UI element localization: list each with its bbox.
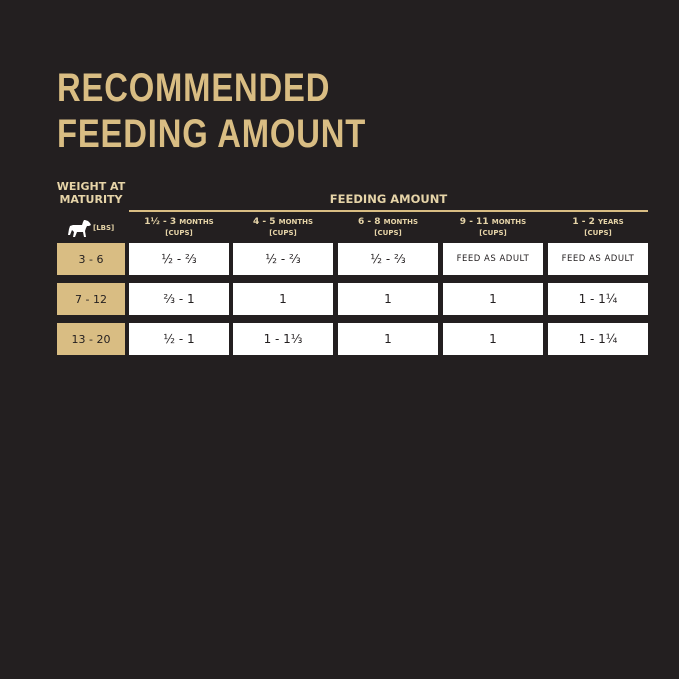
age-unit: MONTHS — [383, 218, 419, 226]
age-range: 1½ - 3 — [144, 217, 177, 227]
feeding-amount-header: FEEDING AMOUNT — [329, 192, 448, 206]
cups-unit: [CUPS] — [269, 229, 297, 237]
weight-unit: [LBS] — [93, 224, 115, 232]
feeding-cell: 1 — [338, 323, 438, 355]
weight-cell: 3 - 6 — [57, 243, 125, 275]
feeding-cell: 1 - 1¼ — [548, 323, 648, 355]
divider — [129, 210, 648, 212]
weight-cell: 7 - 12 — [57, 283, 125, 315]
feeding-cell: FEED AS ADULT — [443, 243, 543, 275]
column-header: 4 - 5 MONTHS [CUPS] — [233, 217, 333, 239]
age-unit: MONTHS — [278, 218, 314, 226]
feeding-cell: ½ - ⅔ — [338, 243, 438, 275]
column-header: 6 - 8 MONTHS [CUPS] — [338, 217, 438, 239]
cups-unit: [CUPS] — [165, 229, 193, 237]
age-range: 6 - 8 — [357, 217, 381, 227]
age-unit: MONTHS — [491, 218, 527, 226]
feeding-cell: ½ - ⅔ — [233, 243, 333, 275]
feeding-cell: 1 - 1⅓ — [233, 323, 333, 355]
cups-unit: [CUPS] — [584, 229, 612, 237]
weight-cell: 13 - 20 — [57, 323, 125, 355]
feeding-cell: 1 — [338, 283, 438, 315]
feeding-cell: FEED AS ADULT — [548, 243, 648, 275]
title-line-1: RECOMMENDED — [57, 66, 331, 110]
feeding-cell: ½ - 1 — [129, 323, 229, 355]
dog-icon — [68, 220, 91, 237]
column-header: 1 - 2 YEARS [CUPS] — [548, 217, 648, 239]
column-header: 9 - 11 MONTHS [CUPS] — [443, 217, 543, 239]
weight-header: WEIGHT AT MATURITY — [52, 180, 130, 206]
feeding-cell: 1 — [233, 283, 333, 315]
cups-unit: [CUPS] — [374, 229, 402, 237]
title-line-2: FEEDING AMOUNT — [57, 112, 367, 156]
age-unit: YEARS — [597, 218, 624, 226]
feeding-cell: 1 — [443, 323, 543, 355]
age-range: 4 - 5 — [252, 217, 276, 227]
cups-unit: [CUPS] — [479, 229, 507, 237]
feeding-cell: ½ - ⅔ — [129, 243, 229, 275]
column-header: 1½ - 3 MONTHS [CUPS] — [129, 217, 229, 239]
age-range: 9 - 11 — [459, 217, 489, 227]
age-unit: MONTHS — [179, 218, 214, 226]
weight-header-line: MATURITY — [59, 193, 123, 206]
weight-header-line: WEIGHT AT — [56, 180, 126, 193]
age-range: 1 - 2 — [572, 217, 595, 227]
feeding-cell: 1 - 1¼ — [548, 283, 648, 315]
feeding-cell: 1 — [443, 283, 543, 315]
feeding-cell: ⅔ - 1 — [129, 283, 229, 315]
